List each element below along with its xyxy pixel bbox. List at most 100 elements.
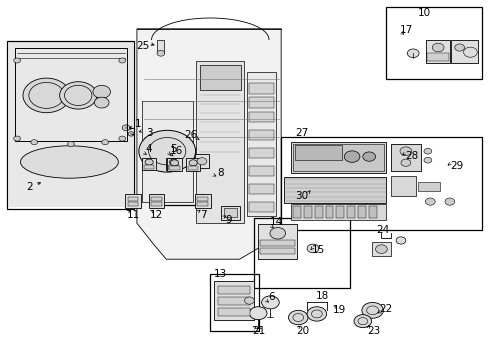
Text: 9: 9 [225, 215, 232, 225]
Text: 23: 23 [366, 326, 380, 336]
Bar [246, 72, 276, 216]
Bar [254, 218, 349, 288]
Bar [314, 206, 322, 218]
Bar [9, 42, 133, 207]
Bar [7, 41, 134, 209]
Circle shape [444, 198, 454, 205]
Text: 5: 5 [170, 144, 177, 154]
Text: 20: 20 [296, 326, 309, 336]
Circle shape [425, 198, 434, 205]
Bar [295, 145, 342, 160]
Text: 24: 24 [375, 225, 388, 235]
Bar [249, 184, 273, 194]
Bar [142, 101, 193, 202]
Text: 8: 8 [217, 168, 224, 178]
Bar [217, 297, 250, 305]
Circle shape [269, 228, 285, 239]
Text: 10: 10 [417, 8, 430, 18]
Bar [290, 204, 386, 220]
Bar [290, 142, 386, 173]
Bar [125, 194, 141, 208]
Bar [427, 53, 448, 61]
Bar [260, 240, 295, 246]
Circle shape [14, 136, 20, 141]
Text: 4: 4 [145, 144, 152, 154]
Text: 17: 17 [399, 24, 413, 35]
Text: 2: 2 [26, 182, 33, 192]
Bar [195, 194, 210, 208]
Circle shape [361, 302, 383, 318]
Circle shape [94, 97, 109, 108]
Circle shape [119, 58, 125, 63]
Bar [249, 202, 273, 212]
Circle shape [407, 49, 418, 58]
Bar [221, 206, 239, 220]
Text: 12: 12 [149, 210, 163, 220]
Text: 7: 7 [199, 210, 206, 220]
Text: 28: 28 [404, 150, 418, 161]
Bar [187, 166, 198, 170]
Bar [390, 176, 415, 196]
Bar [260, 248, 295, 254]
Circle shape [60, 82, 97, 109]
Circle shape [14, 58, 20, 63]
Bar [371, 242, 390, 256]
Bar [304, 206, 311, 218]
Bar [336, 206, 344, 218]
Bar [161, 149, 217, 205]
Circle shape [362, 152, 375, 161]
Circle shape [139, 130, 195, 172]
Circle shape [93, 85, 110, 98]
Bar [151, 197, 162, 201]
Bar [194, 154, 209, 168]
Bar [168, 165, 179, 169]
Circle shape [244, 297, 254, 304]
Text: 21: 21 [252, 326, 265, 336]
Text: 27: 27 [295, 128, 308, 138]
Bar [283, 177, 386, 203]
Text: 26: 26 [183, 130, 197, 140]
Bar [148, 194, 164, 208]
Bar [368, 206, 376, 218]
Circle shape [375, 245, 386, 253]
Text: 19: 19 [332, 305, 346, 315]
Circle shape [431, 43, 443, 52]
Circle shape [197, 158, 206, 165]
Bar [127, 197, 138, 201]
Circle shape [31, 140, 38, 145]
Circle shape [399, 147, 411, 156]
Text: 29: 29 [449, 161, 463, 171]
Circle shape [169, 159, 177, 165]
Bar [281, 137, 481, 230]
Circle shape [23, 78, 70, 113]
Circle shape [454, 44, 464, 51]
Bar [127, 202, 138, 206]
Circle shape [170, 160, 178, 166]
Bar [157, 40, 164, 53]
Text: 18: 18 [315, 291, 329, 301]
Bar [224, 208, 236, 217]
Circle shape [288, 310, 307, 325]
Bar [249, 97, 273, 108]
Circle shape [395, 237, 405, 244]
Bar [197, 197, 208, 201]
Bar [249, 166, 273, 176]
Bar [426, 40, 449, 63]
Circle shape [306, 307, 326, 321]
Bar [249, 83, 273, 94]
Text: 1: 1 [134, 119, 141, 129]
Bar [390, 144, 420, 171]
Text: 15: 15 [311, 245, 325, 255]
Bar [15, 48, 127, 141]
Text: 11: 11 [126, 210, 140, 220]
Bar [450, 40, 477, 63]
Circle shape [145, 159, 153, 165]
Ellipse shape [20, 146, 118, 178]
Bar [214, 281, 254, 320]
Circle shape [157, 50, 164, 56]
Text: 30: 30 [295, 191, 308, 201]
Bar [199, 65, 240, 90]
Circle shape [67, 141, 74, 147]
Bar [185, 158, 200, 171]
Bar [143, 165, 154, 169]
